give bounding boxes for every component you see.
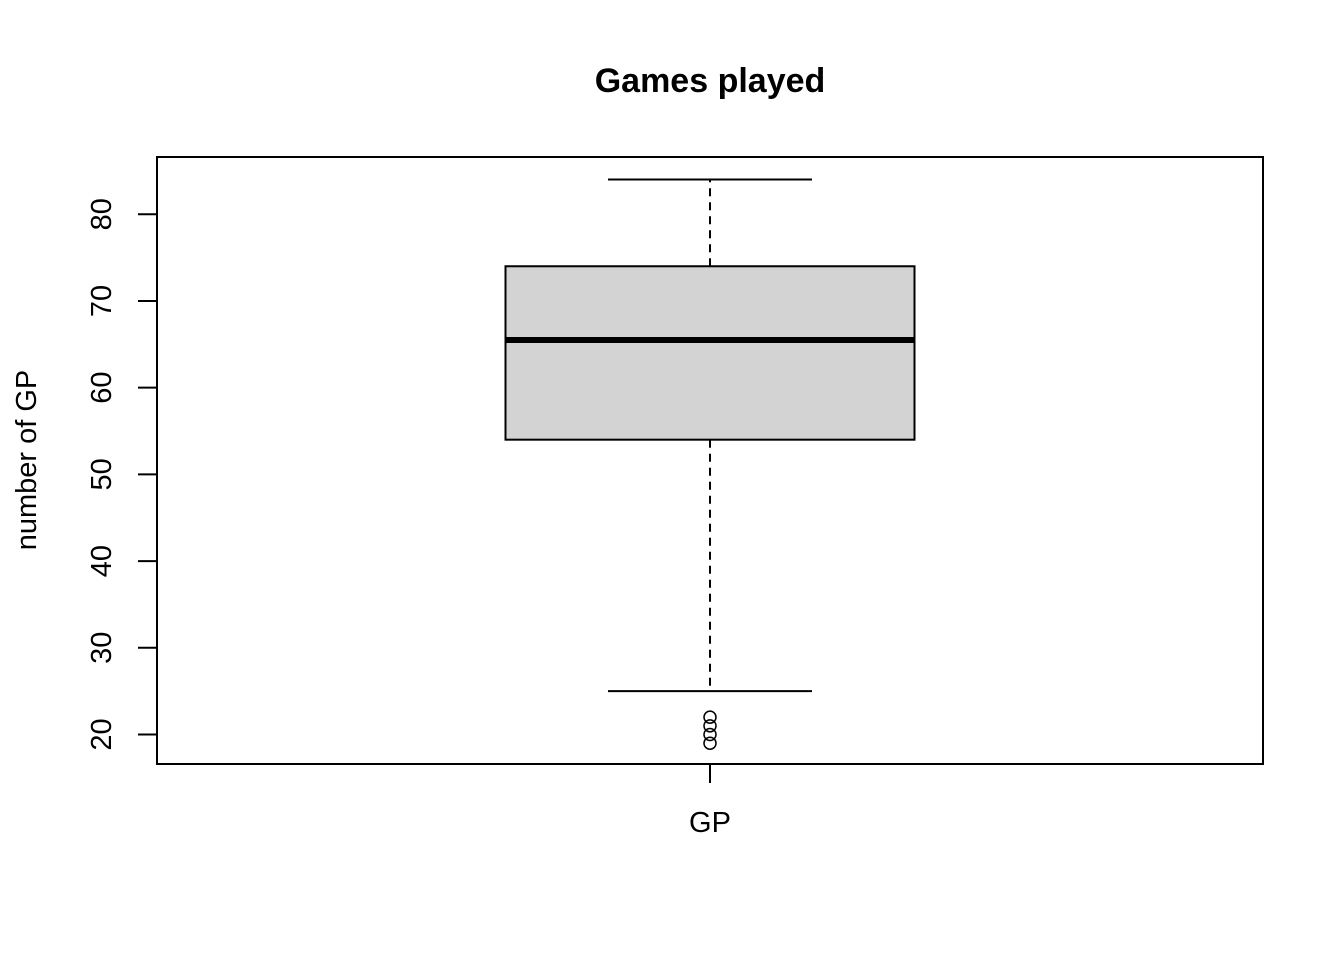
y-tick-label: 30 — [86, 632, 118, 664]
y-tick-label: 80 — [86, 198, 118, 230]
outlier-point — [703, 710, 717, 724]
y-tick-label: 70 — [86, 285, 118, 317]
y-tick-label: 20 — [86, 718, 118, 750]
outlier-point — [703, 727, 717, 742]
box-group — [504, 178, 916, 750]
x-tick-label: GP — [689, 807, 731, 839]
outlier-point — [703, 736, 717, 750]
y-axis: 20 30 40 50 60 70 80 — [86, 198, 158, 751]
y-tick-label: 40 — [86, 545, 118, 577]
y-tick-label: 50 — [86, 458, 118, 490]
x-axis: GP — [689, 764, 731, 839]
chart-title: Games played — [595, 62, 826, 100]
y-tick-label: 60 — [86, 372, 118, 404]
iqr-box — [504, 265, 916, 441]
outlier-point — [703, 719, 717, 733]
y-axis-label: number of GP — [11, 370, 43, 551]
